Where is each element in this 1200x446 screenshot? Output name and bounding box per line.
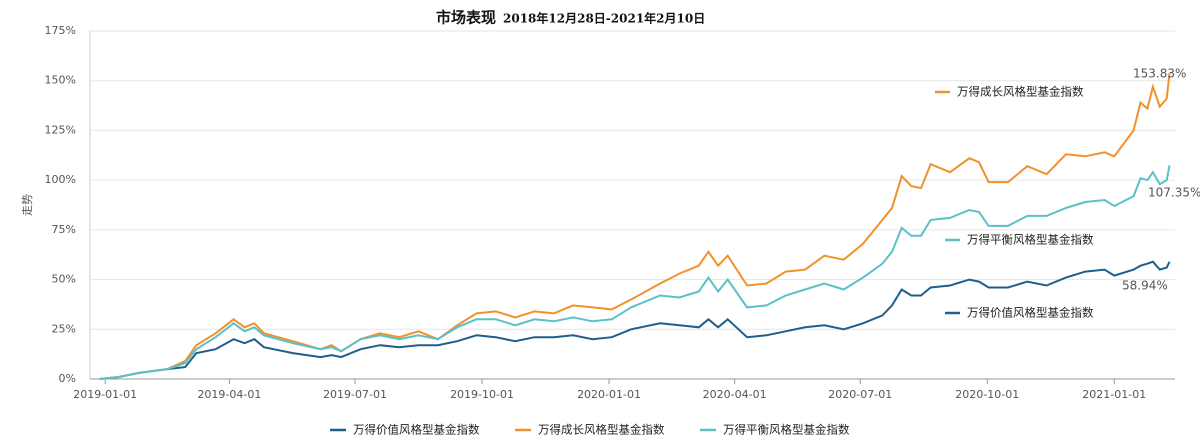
x-tick-label: 2020-07-01 <box>828 388 892 401</box>
y-tick-label: 50% <box>52 273 76 286</box>
series-line <box>99 260 1171 380</box>
x-tick-label: 2021-01-01 <box>1082 388 1146 401</box>
value-label: 107.35% <box>1148 186 1200 200</box>
legend-label: 万得平衡风格型基金指数 <box>723 423 850 437</box>
value-label: 153.83% <box>1133 67 1186 81</box>
x-tick-label: 2019-04-01 <box>197 388 261 401</box>
value-label: 58.94% <box>1122 279 1168 293</box>
y-tick-label: 125% <box>45 123 76 136</box>
legend-label: 万得成长风格型基金指数 <box>538 423 665 437</box>
y-tick-label: 150% <box>45 74 76 87</box>
x-tick-label: 2020-01-01 <box>577 388 641 401</box>
x-tick-label: 2020-10-01 <box>955 388 1019 401</box>
x-tick-label: 2019-01-01 <box>73 388 137 401</box>
y-tick-label: 175% <box>45 24 76 37</box>
series-line <box>99 72 1171 380</box>
y-tick-label: 100% <box>45 173 76 186</box>
y-tick-label: 75% <box>52 223 76 236</box>
inline-label: 万得成长风格型基金指数 <box>957 85 1084 99</box>
x-tick-label: 2020-04-01 <box>703 388 767 401</box>
inline-label: 万得平衡风格型基金指数 <box>967 233 1094 247</box>
chart-subtitle: 2018年12月28日-2021年2月10日 <box>503 11 705 26</box>
series-line <box>99 165 1171 380</box>
legend-label: 万得价值风格型基金指数 <box>353 423 480 437</box>
inline-label: 万得价值风格型基金指数 <box>967 306 1094 320</box>
x-tick-label: 2019-10-01 <box>450 388 514 401</box>
chart-title: 市场表现 <box>436 9 496 27</box>
y-tick-label: 0% <box>59 372 76 385</box>
y-tick-label: 25% <box>52 322 76 335</box>
x-tick-label: 2019-07-01 <box>323 388 387 401</box>
y-axis-label: 走势 <box>21 194 34 216</box>
